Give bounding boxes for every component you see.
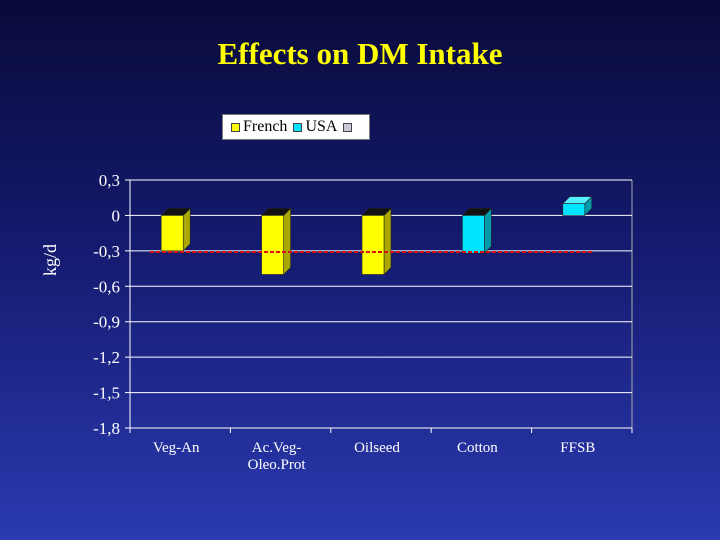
bar-side: [283, 207, 291, 276]
chart-title: Effects on DM Intake: [217, 36, 503, 71]
legend-item-third: [343, 122, 355, 132]
legend-item-french: French: [231, 118, 287, 136]
bar-side: [383, 207, 392, 276]
y-tick-label: -0,9: [93, 313, 120, 332]
x-tick-label: Oleo.Prot: [248, 457, 307, 473]
x-tick-label: Cotton: [457, 440, 498, 456]
legend-swatch-usa: [293, 122, 303, 132]
y-tick-label: 0: [112, 206, 121, 225]
bar: [160, 215, 184, 252]
y-tick-label: -0,6: [93, 277, 120, 296]
legend-swatch-third: [343, 122, 353, 132]
bar-side: [484, 207, 492, 254]
y-tick-label: -0,3: [93, 242, 120, 261]
legend-swatch-french: [231, 122, 240, 132]
y-tick-label: -1,5: [93, 384, 120, 403]
y-tick-label: -1,8: [93, 419, 120, 438]
x-tick-label: Ac.Veg-: [252, 440, 302, 456]
legend-label-usa: USA: [305, 118, 338, 135]
bar: [462, 215, 485, 254]
legend-item-usa: USA: [293, 118, 337, 136]
bar: [361, 215, 385, 275]
y-tick-label: -1,2: [93, 348, 120, 367]
legend-label-french: French: [243, 118, 288, 135]
legend: French USA: [222, 114, 370, 140]
bar: [562, 203, 586, 216]
y-tick-label: 0,3: [99, 171, 120, 190]
x-tick-label: Veg-An: [153, 440, 200, 456]
bar: [261, 215, 284, 275]
x-tick-label: FFSB: [560, 440, 595, 456]
x-tick-label: Oilseed: [354, 440, 400, 456]
